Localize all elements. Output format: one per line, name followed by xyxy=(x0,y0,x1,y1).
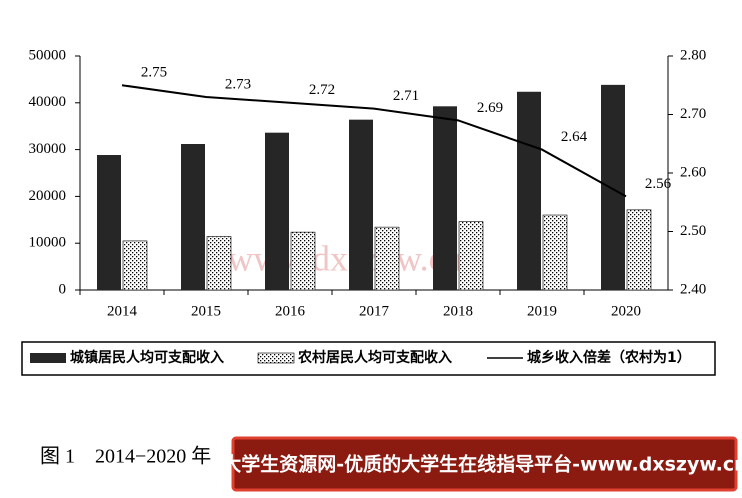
bar xyxy=(206,236,232,291)
line xyxy=(121,84,627,198)
banner-box xyxy=(231,436,738,492)
watermark: www.dxszyw.cn xyxy=(227,238,462,278)
bar xyxy=(601,84,625,291)
bar xyxy=(517,91,541,290)
bar xyxy=(122,240,148,291)
bar xyxy=(458,221,484,291)
legend-box xyxy=(21,341,716,376)
y-tick-label: 40000 xyxy=(29,94,67,110)
caption: 图 1 2014−2020 年 xyxy=(40,445,211,468)
x-tick-label: 2014 xyxy=(107,303,138,319)
legend-label: 城乡收入倍差（农村为1） xyxy=(527,349,691,366)
y-tick-label: 30000 xyxy=(29,141,67,157)
banner-text: 大学生资源网-优质的大学生在线指导平台-www.dxszyw.cn xyxy=(222,453,742,476)
line-value-label: 2.69 xyxy=(477,100,503,116)
legend-swatch xyxy=(30,353,66,363)
legend-swatch xyxy=(257,352,295,364)
bar xyxy=(542,214,568,291)
y2-tick-label: 2.80 xyxy=(680,47,706,63)
legend-label: 农村居民人均可支配收入 xyxy=(297,349,452,366)
y-tick-label: 50000 xyxy=(29,47,67,63)
x-tick-label: 2019 xyxy=(527,303,557,319)
x-tick-label: 2020 xyxy=(611,303,641,319)
bar xyxy=(97,155,121,290)
bar xyxy=(626,209,652,291)
line-value-label: 2.72 xyxy=(309,82,335,98)
x-tick-label: 2016 xyxy=(275,303,306,319)
y2-tick-label: 2.70 xyxy=(680,106,706,122)
y2-tick-label: 2.60 xyxy=(680,164,706,180)
x-tick-label: 2015 xyxy=(191,303,221,319)
y-tick-label: 0 xyxy=(59,281,67,297)
bar xyxy=(290,231,316,291)
y2-tick-label: 2.40 xyxy=(680,281,706,297)
x-tick-label: 2018 xyxy=(443,303,473,319)
bar xyxy=(181,144,205,290)
line-value-label: 2.64 xyxy=(561,129,588,145)
bar xyxy=(349,119,373,290)
bar xyxy=(433,106,457,290)
bar xyxy=(374,226,400,291)
y2-tick-label: 2.50 xyxy=(680,223,706,239)
line-value-label: 2.75 xyxy=(141,65,167,81)
y-tick-label: 20000 xyxy=(29,188,67,204)
line-value-label: 2.71 xyxy=(393,88,419,104)
line-value-label: 2.73 xyxy=(225,76,251,92)
legend-label: 城镇居民人均可支配收入 xyxy=(70,349,224,366)
y-tick-label: 10000 xyxy=(29,235,67,251)
bar xyxy=(265,132,289,290)
line-value-label: 2.56 xyxy=(645,176,672,192)
x-tick-label: 2017 xyxy=(359,303,390,319)
